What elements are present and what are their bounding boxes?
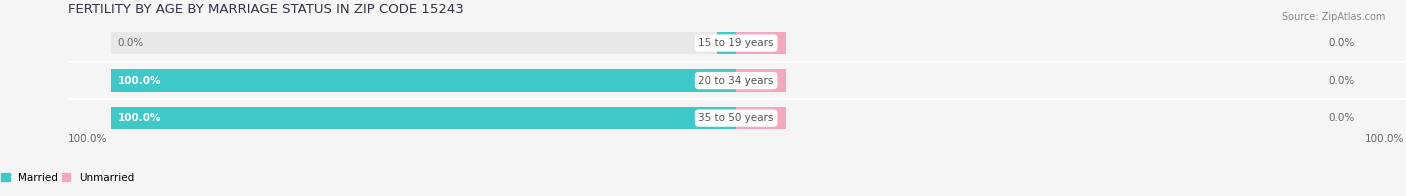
Text: 0.0%: 0.0% bbox=[118, 38, 143, 48]
Text: Source: ZipAtlas.com: Source: ZipAtlas.com bbox=[1281, 12, 1385, 22]
Text: 35 to 50 years: 35 to 50 years bbox=[699, 113, 773, 123]
Text: 100.0%: 100.0% bbox=[1365, 134, 1405, 144]
Bar bbox=[737, 69, 786, 92]
Text: 15 to 19 years: 15 to 19 years bbox=[699, 38, 773, 48]
Bar bbox=[111, 69, 737, 92]
Text: FERTILITY BY AGE BY MARRIAGE STATUS IN ZIP CODE 15243: FERTILITY BY AGE BY MARRIAGE STATUS IN Z… bbox=[67, 3, 464, 16]
Text: 100.0%: 100.0% bbox=[118, 76, 162, 86]
Bar bbox=[111, 107, 737, 129]
Bar bbox=[111, 32, 737, 54]
Text: 20 to 34 years: 20 to 34 years bbox=[699, 76, 773, 86]
Text: 0.0%: 0.0% bbox=[1329, 113, 1354, 123]
Text: 0.0%: 0.0% bbox=[1329, 76, 1354, 86]
Text: 0.0%: 0.0% bbox=[1329, 38, 1354, 48]
Text: 100.0%: 100.0% bbox=[67, 134, 107, 144]
Legend: Married, Unmarried: Married, Unmarried bbox=[1, 173, 134, 183]
Bar bbox=[737, 107, 786, 129]
Bar bbox=[111, 107, 737, 129]
Text: 100.0%: 100.0% bbox=[118, 113, 162, 123]
Bar bbox=[717, 32, 737, 54]
Bar bbox=[111, 69, 737, 92]
Bar bbox=[737, 32, 786, 54]
